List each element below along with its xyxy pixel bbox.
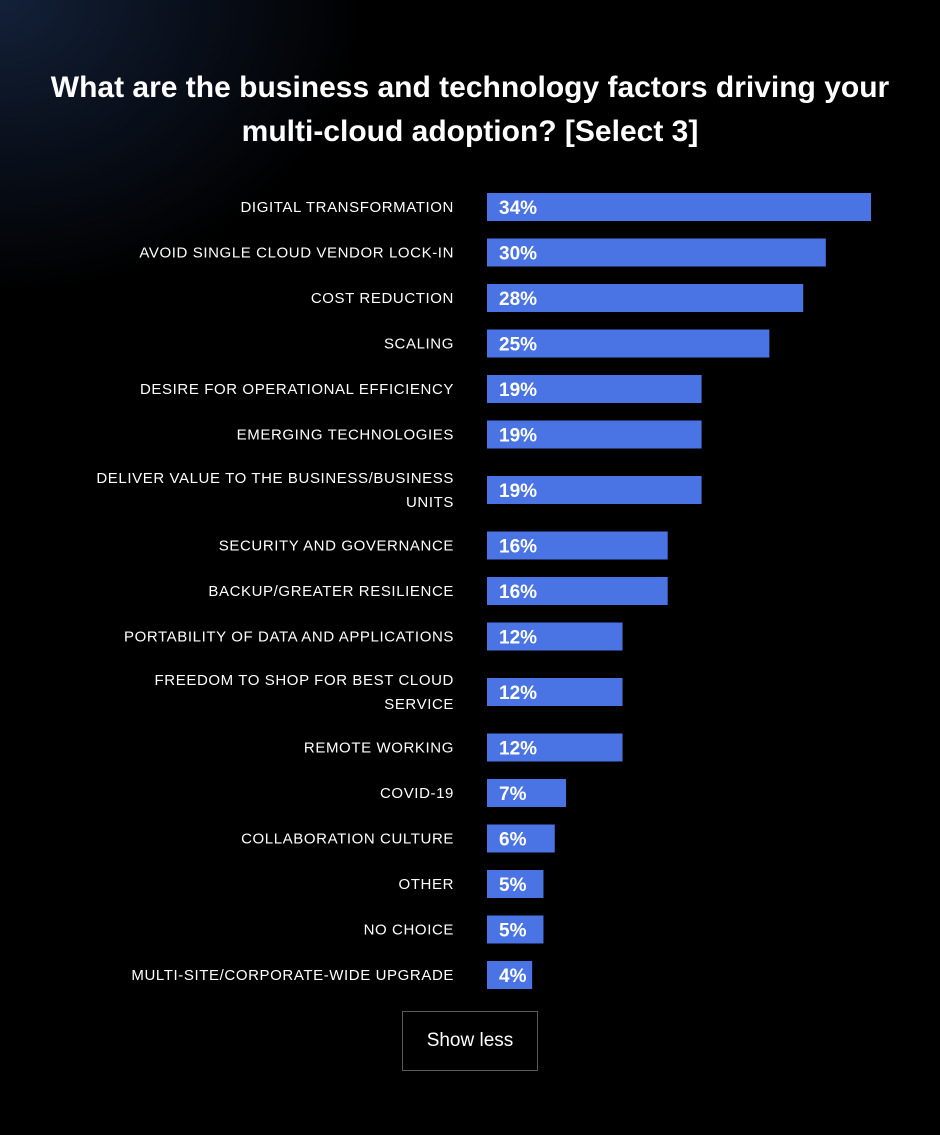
bar-chart: DIGITAL TRANSFORMATION 34% AVOID SINGLE CL…: [96, 193, 871, 989]
bar: [487, 779, 567, 807]
category-label: COST REDUCTION: [311, 290, 454, 307]
bar: [487, 733, 623, 762]
value-label: 25%: [499, 335, 537, 356]
value-label: 16%: [499, 582, 537, 603]
category-label: COVID-19: [380, 785, 454, 802]
value-label: 4%: [499, 966, 527, 987]
value-label: 16%: [499, 537, 537, 558]
value-label: 5%: [499, 875, 527, 896]
category-label: NO CHOICE: [364, 922, 454, 939]
bar: [487, 238, 826, 267]
bar: [487, 915, 544, 944]
bar: [487, 678, 623, 706]
bar: [487, 193, 871, 221]
bar: [487, 531, 668, 560]
category-label: PORTABILITY OF DATA AND APPLICATIONS: [124, 629, 454, 646]
category-label: EMERGING TECHNOLOGIES: [237, 427, 454, 444]
bar: [487, 870, 544, 898]
category-label: DELIVER VALUE TO THE BUSINESS/BUSINESS UN…: [96, 470, 454, 511]
value-label: 5%: [499, 921, 527, 942]
bar: [487, 375, 702, 403]
category-label: DESIRE FOR OPERATIONAL EFFICIENCY: [140, 381, 454, 398]
bar: [487, 476, 702, 504]
value-label: 6%: [499, 830, 527, 851]
category-label: REMOTE WORKING: [304, 740, 454, 757]
category-label: MULTI-SITE/CORPORATE-WIDE UPGRADE: [131, 967, 454, 984]
category-label: SECURITY AND GOVERNANCE: [219, 538, 454, 555]
value-label: 12%: [499, 628, 537, 649]
bar: [487, 329, 770, 358]
value-label: 12%: [499, 739, 537, 760]
bar: [487, 824, 555, 853]
category-label: BACKUP/GREATER RESILIENCE: [208, 583, 454, 600]
category-label: AVOID SINGLE CLOUD VENDOR LOCK-IN: [139, 245, 454, 262]
bar: [487, 577, 668, 605]
bar: [487, 961, 533, 989]
value-label: 7%: [499, 784, 527, 805]
value-label: 12%: [499, 683, 537, 704]
bar: [487, 284, 804, 312]
value-label: 19%: [499, 380, 537, 401]
category-label: SCALING: [384, 336, 454, 353]
chart-title: What are the business and technology fac…: [50, 71, 890, 148]
category-label: COLLABORATION CULTURE: [241, 831, 454, 848]
category-label: FREEDOM TO SHOP FOR BEST CLOUD SERVICE: [155, 672, 454, 713]
category-label: DIGITAL TRANSFORMATION: [241, 199, 455, 216]
category-label: OTHER: [399, 876, 455, 893]
value-label: 28%: [499, 289, 537, 310]
bar: [487, 622, 623, 651]
show-less-button[interactable]: Show less: [402, 1011, 538, 1071]
value-label: 30%: [499, 244, 537, 265]
value-label: 19%: [499, 426, 537, 447]
bar: [487, 420, 702, 449]
value-label: 34%: [499, 198, 537, 219]
value-label: 19%: [499, 481, 537, 502]
